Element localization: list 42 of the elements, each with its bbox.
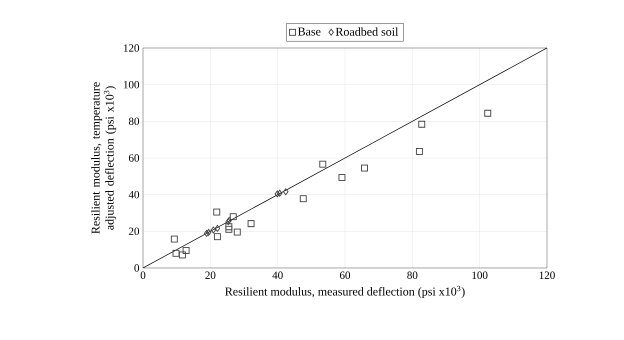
y-axis-title: Resilient modulus, temperature adjusted deflection (psi x10$^{3}$) xyxy=(91,82,116,234)
x-axis-title: Resilient modulus, measured deflection (psi x10$^{3}$) xyxy=(225,286,465,298)
y-tick-label: 20 xyxy=(128,228,140,236)
point xyxy=(418,120,426,128)
point xyxy=(319,160,326,168)
y-tick-label: 100 xyxy=(124,80,140,88)
point xyxy=(276,190,282,197)
point xyxy=(170,236,178,242)
x-tick-label: 0 xyxy=(140,272,146,279)
point xyxy=(210,226,216,234)
point xyxy=(182,247,190,254)
legend-label: Roadbed soil xyxy=(336,27,398,36)
point xyxy=(300,195,307,202)
legend-label: Base xyxy=(298,28,320,36)
point xyxy=(225,223,232,230)
point xyxy=(214,233,221,240)
point xyxy=(361,164,368,172)
point xyxy=(248,220,255,228)
point xyxy=(213,208,220,216)
point xyxy=(484,110,492,117)
y-tick-label: 60 xyxy=(128,154,140,162)
y-tick-label: 120 xyxy=(124,44,140,52)
point xyxy=(274,190,280,198)
x-tick-label: 80 xyxy=(407,272,418,279)
point xyxy=(206,228,212,236)
x-tick-label: 100 xyxy=(472,272,488,279)
point xyxy=(214,224,220,232)
x-tick-label: 60 xyxy=(340,272,350,279)
y-tick-label: 80 xyxy=(128,118,140,126)
point xyxy=(178,252,186,258)
point xyxy=(283,188,288,196)
point xyxy=(225,226,232,233)
point xyxy=(416,148,423,155)
x-tick-label: 120 xyxy=(540,272,555,279)
x-tick-label: 20 xyxy=(205,272,216,279)
point xyxy=(338,174,346,182)
y-tick-label: 40 xyxy=(128,190,140,198)
x-tick-label: 40 xyxy=(272,272,283,279)
y-tick-label: 0 xyxy=(134,264,140,272)
point xyxy=(204,230,210,237)
point xyxy=(172,250,180,257)
point xyxy=(234,228,241,236)
